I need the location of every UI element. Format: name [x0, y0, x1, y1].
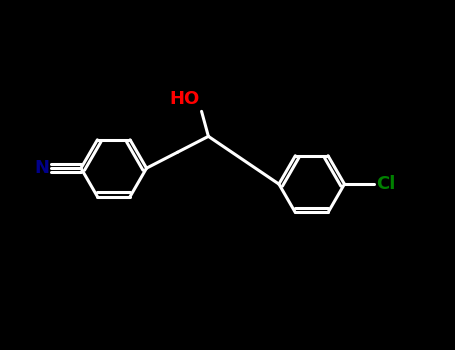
- Text: N: N: [34, 159, 49, 177]
- Text: Cl: Cl: [376, 175, 396, 193]
- Text: HO: HO: [169, 90, 199, 108]
